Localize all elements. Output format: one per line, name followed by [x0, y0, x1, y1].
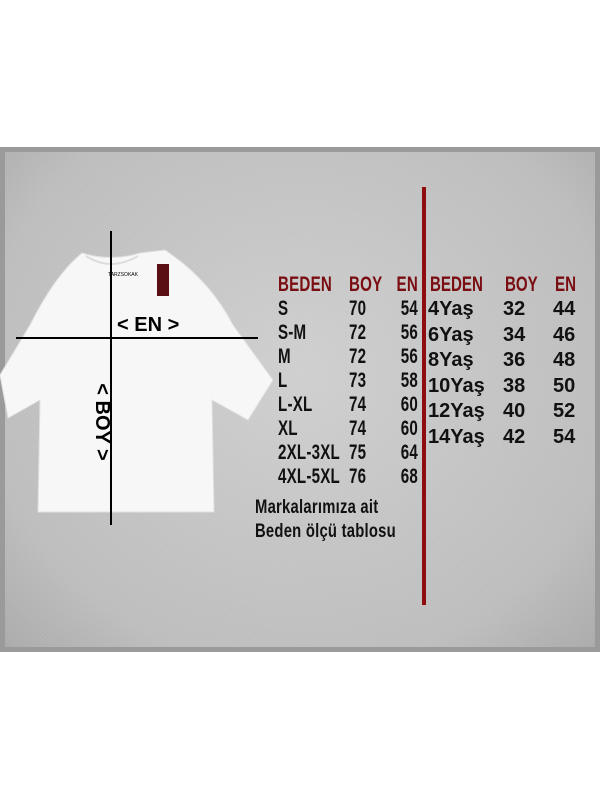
- adult-cell: XL: [278, 417, 298, 440]
- adult-cell: S: [278, 297, 289, 320]
- adult-cell: M: [278, 345, 291, 368]
- kids-cell: 4Yaş: [428, 298, 474, 320]
- adult-cell: 56: [400, 321, 418, 344]
- adult-cell: 64: [400, 441, 418, 464]
- kids-header-en: EN: [555, 273, 577, 296]
- kids-cell: 50: [553, 374, 576, 397]
- adult-cell: S-M: [278, 321, 307, 344]
- boy-label: < BOY >: [91, 383, 113, 461]
- adult-cell: 2XL-3XL: [278, 441, 341, 464]
- adult-header-beden: BEDEN: [278, 273, 333, 296]
- adult-cell: 60: [400, 393, 418, 416]
- kids-cell: 8Yaş: [428, 349, 474, 371]
- adult-cell: 4XL-5XL: [278, 465, 341, 488]
- footer-line2: Beden ölçü tablosu: [255, 521, 396, 542]
- kids-cell: 14Yaş: [428, 425, 485, 448]
- adult-cell: 74: [349, 417, 367, 440]
- table-divider: [422, 187, 426, 605]
- adult-cell: L: [278, 369, 288, 392]
- adult-cell: 72: [349, 345, 367, 368]
- adult-cell: 74: [349, 393, 367, 416]
- kids-cell: 10Yaş: [428, 374, 485, 397]
- en-label: < EN >: [117, 314, 180, 336]
- adult-cell: 70: [349, 297, 367, 320]
- adult-header-en: EN: [396, 273, 418, 296]
- adult-cell: 56: [400, 345, 418, 368]
- kids-cell: 34: [503, 323, 526, 346]
- kids-cell: 6Yaş: [428, 323, 474, 346]
- adult-cell: 75: [349, 441, 367, 464]
- brand-tag: [157, 264, 169, 296]
- kids-cell: 40: [503, 400, 526, 422]
- kids-cell: 36: [503, 349, 526, 371]
- kids-cell: 38: [503, 374, 526, 397]
- adult-header-boy: BOY: [349, 273, 383, 296]
- kids-cell: 12Yaş: [428, 400, 485, 422]
- boy-label-wrap: < BOY >: [91, 352, 113, 492]
- kids-header-boy: BOY: [505, 273, 538, 296]
- footer-line1: Markalarımıza ait: [255, 497, 379, 518]
- kids-cell: 42: [503, 425, 526, 448]
- brand-label: TARZSOKAK: [108, 272, 139, 278]
- kids-cell: 32: [503, 298, 526, 320]
- kids-cell: 46: [553, 323, 576, 346]
- adult-cell: 72: [349, 321, 367, 344]
- adult-cell: 68: [400, 465, 418, 488]
- adult-cell: 58: [400, 369, 418, 392]
- adult-cell: L-XL: [278, 393, 313, 416]
- kids-cell: 52: [553, 400, 576, 422]
- adult-cell: 60: [400, 417, 418, 440]
- adult-cell: 73: [349, 369, 367, 392]
- en-measure-line: [16, 337, 258, 339]
- adult-cell: 76: [349, 465, 367, 488]
- kids-cell: 48: [553, 349, 576, 371]
- tshirt-image: TARZSOKAK: [0, 249, 274, 513]
- boy-measure-line: [110, 231, 112, 525]
- kids-cell: 54: [553, 425, 576, 448]
- kids-header-beden: BEDEN: [430, 273, 483, 296]
- adult-cell: 54: [400, 297, 418, 320]
- kids-cell: 44: [553, 298, 576, 320]
